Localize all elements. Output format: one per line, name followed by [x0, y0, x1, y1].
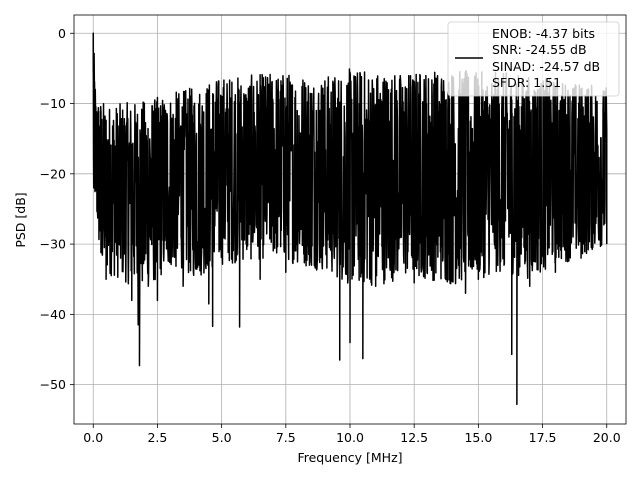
x-tick-label: 10.0 [336, 430, 364, 445]
x-tick-label: 17.5 [529, 430, 557, 445]
legend-entry-sinad: SINAD: -24.57 dB [492, 59, 600, 74]
y-axis-ticks: 0 −10 −20 −30 −40 −50 [40, 26, 74, 392]
legend-box [447, 21, 620, 97]
x-tick-label: 7.5 [276, 430, 296, 445]
legend-entry-snr: SNR: -24.55 dB [492, 42, 587, 57]
y-tick-label: 0 [58, 26, 66, 41]
y-tick-label: −40 [40, 307, 66, 322]
legend-entry-enob: ENOB: -4.37 bits [492, 26, 595, 41]
x-tick-label: 2.5 [147, 430, 167, 445]
x-axis-label: Frequency [MHz] [297, 450, 402, 465]
legend: ENOB: -4.37 bits SNR: -24.55 dB SINAD: -… [447, 21, 620, 97]
x-tick-label: 12.5 [400, 430, 428, 445]
y-tick-label: −50 [40, 377, 66, 392]
x-tick-label: 20.0 [593, 430, 621, 445]
y-tick-label: −10 [40, 96, 66, 111]
y-tick-label: −30 [40, 237, 66, 252]
y-tick-label: −20 [40, 166, 66, 181]
psd-line [92, 32, 608, 406]
y-axis-label: PSD [dB] [13, 192, 28, 247]
x-tick-label: 5.0 [212, 430, 232, 445]
x-tick-label: 0.0 [83, 430, 103, 445]
x-axis-ticks: 0.0 2.5 5.0 7.5 10.0 12.5 15.0 17.5 20.0 [83, 424, 621, 445]
x-tick-label: 15.0 [464, 430, 492, 445]
legend-entry-sfdr: SFDR: 1.51 [492, 75, 561, 90]
psd-series [92, 32, 608, 406]
